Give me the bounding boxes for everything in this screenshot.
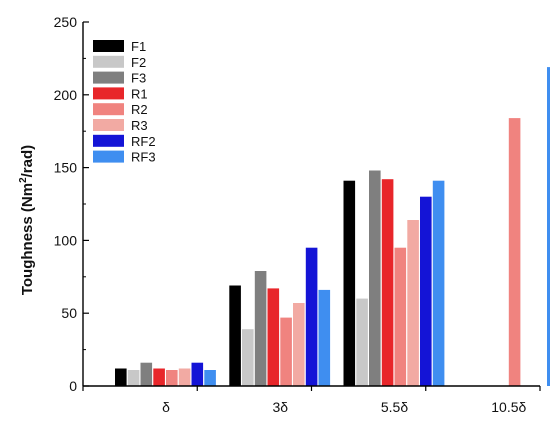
bar-f1-1 — [229, 285, 241, 386]
y-axis-title: Toughness (Nm2/rad) — [18, 145, 36, 295]
bar-rf2-0 — [191, 362, 204, 386]
axes-group: 0 50 100 150 200 250 δ 3δ 5.5δ 10.5δ — [54, 14, 541, 415]
bar-rf2-1 — [305, 247, 318, 386]
bar-r2-2 — [394, 247, 407, 386]
legend-swatch-r1 — [93, 87, 124, 100]
bar-f2-0 — [127, 370, 140, 386]
bar-f1-0 — [115, 368, 127, 386]
legend-label-rf2: RF2 — [131, 134, 156, 149]
bar-f2-1 — [242, 329, 254, 386]
bar-rf2-2 — [420, 196, 432, 386]
bar-r2-0 — [166, 370, 178, 386]
legend-swatch-f1 — [93, 40, 124, 52]
legend-label-rf3: RF3 — [131, 150, 156, 165]
y-tick-label: 0 — [69, 378, 77, 394]
y-tick-label: 100 — [54, 232, 78, 248]
y-tick-label: 250 — [54, 14, 78, 30]
bar-rf3-2 — [432, 180, 445, 386]
x-tick-label: δ — [162, 399, 170, 415]
bar-r1-0 — [153, 368, 165, 386]
bar-rf3-0 — [204, 370, 216, 386]
legend-swatch-r2 — [93, 103, 124, 116]
bar-r3-2 — [407, 220, 419, 386]
legend-label-f3: F3 — [131, 71, 146, 86]
x-tick-label: 3δ — [273, 399, 289, 415]
legend-label-f2: F2 — [131, 55, 146, 70]
y-tick-label: 200 — [54, 87, 78, 103]
legend-label-r3: R3 — [131, 118, 148, 133]
bar-f1-2 — [343, 180, 356, 386]
bars-group — [115, 67, 550, 386]
bar-r3-1 — [293, 303, 305, 386]
x-tick-label: 5.5δ — [381, 399, 408, 415]
bar-rf3-1 — [318, 289, 331, 386]
bar-r1-2 — [381, 179, 394, 386]
bar-r1-1 — [267, 288, 280, 386]
legend-swatch-r3 — [93, 119, 124, 131]
bar-r2-1 — [280, 317, 292, 386]
bar-f3-1 — [254, 271, 267, 386]
bar-f2-2 — [356, 298, 368, 386]
x-tick-label: 10.5δ — [491, 399, 526, 415]
bar-r3-0 — [178, 368, 191, 386]
legend-swatch-rf3 — [93, 150, 124, 163]
y-tick-label: 150 — [54, 160, 78, 176]
bar-r2-3 — [508, 118, 521, 386]
bar-f3-0 — [140, 362, 153, 386]
legend-swatch-rf2 — [93, 134, 124, 147]
legend-label-r1: R1 — [131, 86, 148, 101]
bar-f3-2 — [369, 170, 381, 386]
legend-swatch-f2 — [93, 55, 124, 68]
bar-rf3-3 — [547, 67, 550, 386]
legend-label-r2: R2 — [131, 102, 148, 117]
legend-label-f1: F1 — [131, 39, 146, 54]
legend-swatch-f3 — [93, 71, 124, 84]
y-tick-label: 50 — [61, 305, 77, 321]
